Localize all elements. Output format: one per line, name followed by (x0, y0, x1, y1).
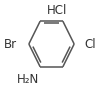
Text: Cl: Cl (84, 37, 96, 51)
Text: H₂N: H₂N (16, 73, 39, 86)
Text: Br: Br (4, 37, 17, 51)
Text: HCl: HCl (46, 4, 67, 17)
